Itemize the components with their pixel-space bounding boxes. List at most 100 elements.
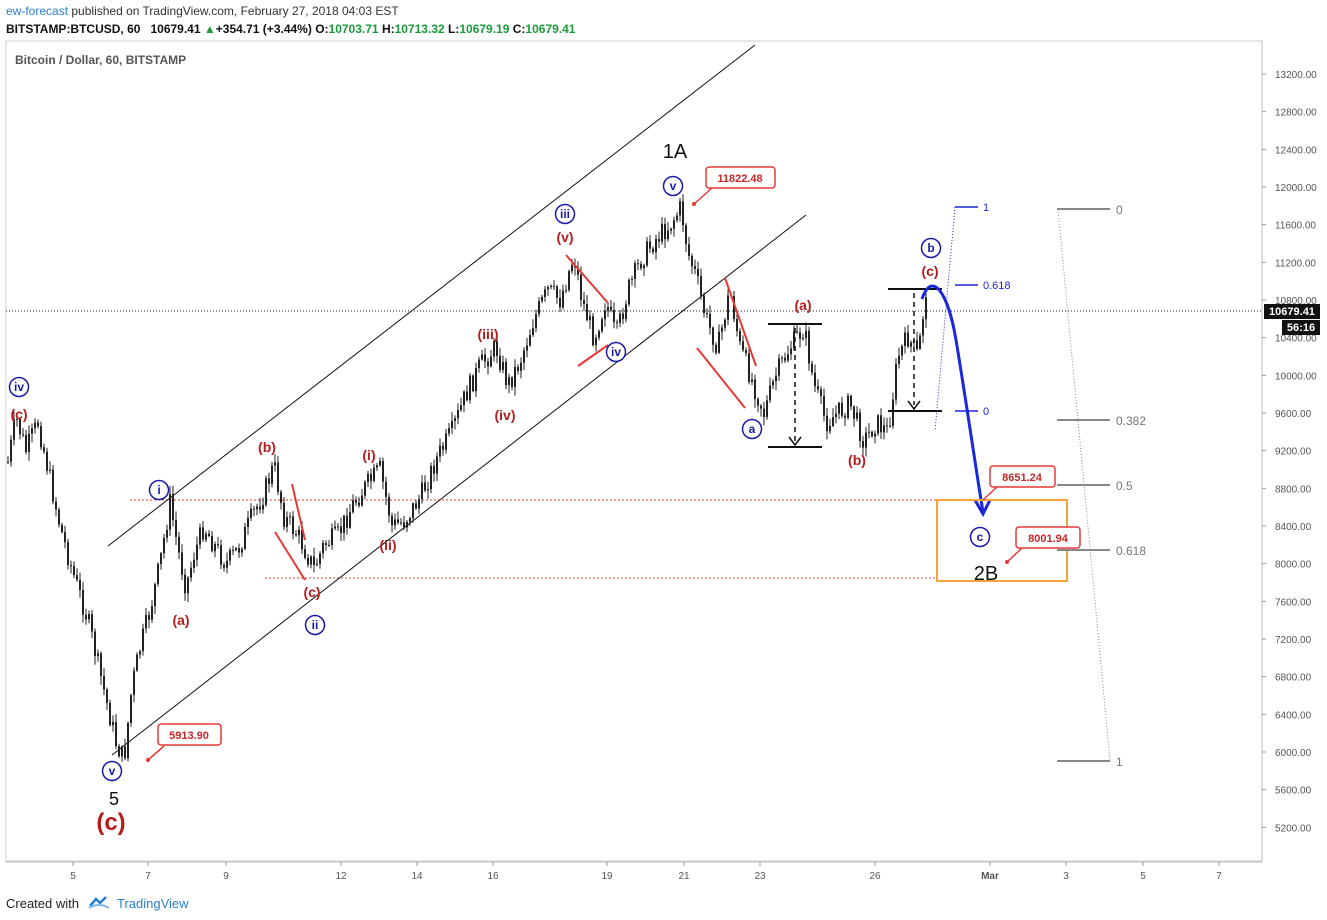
wave-label-minor: (c) — [10, 406, 27, 422]
candle-body — [7, 461, 9, 463]
candle-body — [295, 534, 297, 536]
wave-label-circled[interactable]: v — [101, 760, 123, 782]
candle-body — [145, 615, 147, 629]
wave-marker-line — [696, 347, 746, 409]
wave-label-circled[interactable]: b — [920, 237, 942, 259]
wave-label-circled[interactable]: i — [148, 479, 170, 501]
wave-label-circled[interactable]: c — [969, 526, 991, 548]
candle-body — [37, 422, 39, 427]
price-axis[interactable]: 13200.00 12800.00 12400.00 12000.00 11600.00… — [1262, 70, 1317, 834]
wave-label-primary: 5 — [109, 789, 119, 809]
candle-body — [625, 304, 627, 320]
candle-body — [643, 265, 645, 269]
candle-body — [616, 322, 618, 324]
wave-label-circled[interactable]: iv — [605, 341, 627, 363]
candle-body — [355, 500, 357, 503]
wave-label-circled[interactable]: ii — [304, 614, 326, 636]
candle-body — [775, 375, 777, 382]
price-callout-target-top[interactable]: 8651.24 — [982, 465, 1056, 501]
candle-body — [487, 361, 489, 367]
candle-body — [490, 356, 492, 367]
candle-body — [691, 255, 693, 267]
wave-text: iii — [560, 207, 570, 221]
price-chart[interactable]: Bitcoin / Dollar, 60, BITSTAMP 13200.001… — [0, 40, 1327, 888]
candle-body — [76, 575, 78, 580]
fib-retracement-label: 0.5 — [1116, 479, 1133, 493]
candle-body — [238, 548, 240, 553]
wave-label-minor: (b) — [848, 452, 866, 468]
time-axis[interactable]: 5 7 9 12 14 16 19 21 23 26 Mar 3 5 7 — [70, 862, 1222, 882]
candle-body — [787, 354, 789, 361]
price-callout-low[interactable]: 5913.90 — [146, 723, 222, 762]
candle-body — [94, 631, 96, 657]
channel-upper-line[interactable] — [107, 44, 756, 547]
wave-circle — [101, 760, 123, 782]
symbol-label: BITSTAMP:BTCUSD, 60 — [6, 22, 141, 36]
candle-body — [688, 244, 690, 256]
candle-body — [718, 331, 720, 353]
y-tick-label: 9600.00 — [1275, 409, 1312, 420]
candle-body — [208, 533, 210, 537]
y-tick-label: 5200.00 — [1275, 823, 1312, 834]
wave-label-circled[interactable]: iv — [8, 376, 30, 398]
candle-body — [247, 517, 249, 527]
candle-body — [376, 465, 378, 468]
candle-body — [523, 350, 525, 363]
projection-path[interactable] — [920, 284, 985, 513]
author-link[interactable]: ew-forecast — [6, 4, 69, 18]
candle-body — [154, 584, 156, 607]
measure-arrow-icon — [788, 436, 802, 447]
wave-label-circled[interactable]: v — [662, 175, 684, 197]
x-tick-label: 7 — [145, 871, 151, 882]
fib-extension-label: 1 — [983, 202, 989, 214]
candle-body — [790, 348, 792, 355]
candle-body — [403, 522, 405, 528]
fib-retracement-tool[interactable]: 0 0.382 0.5 0.618 1 — [1057, 203, 1146, 769]
candle-body — [550, 285, 552, 288]
tradingview-link[interactable]: TradingView — [117, 896, 189, 911]
candle-body — [736, 319, 738, 332]
wave-label-minor: (b) — [258, 439, 276, 455]
candle-body — [85, 614, 87, 620]
candle-body — [13, 419, 15, 440]
price-callout-target-bottom[interactable]: 8001.94 — [1005, 526, 1081, 564]
y-tick-label: 8400.00 — [1275, 522, 1312, 533]
candle-body — [175, 520, 177, 537]
candle-body — [142, 628, 144, 652]
channel-lower-line[interactable] — [111, 214, 807, 756]
candle-body — [820, 389, 822, 397]
candle-body — [538, 301, 540, 315]
callout-pointer — [147, 745, 165, 761]
wave-label-circled[interactable]: iii — [554, 203, 576, 225]
candle-body — [613, 309, 615, 323]
candle-body — [742, 341, 744, 350]
candle-body — [634, 263, 636, 279]
candle-body — [442, 445, 444, 450]
callout-value: 8001.94 — [1028, 533, 1069, 545]
x-tick-label: Mar — [981, 871, 999, 882]
candle-body — [211, 536, 213, 552]
callout-box — [1015, 526, 1081, 549]
wave-label-circled[interactable]: a — [741, 418, 763, 440]
wave-text: b — [927, 241, 934, 255]
wave-label-primary: 2B — [974, 563, 998, 585]
candle-body — [286, 517, 288, 527]
candle-body — [724, 319, 726, 328]
candle-body — [898, 355, 900, 364]
measure-tool[interactable] — [768, 288, 942, 448]
candle-body — [784, 357, 786, 361]
candle-body — [220, 545, 222, 565]
current-price-tag[interactable]: 10679.41 56:16 — [1264, 304, 1320, 335]
candle-body — [397, 519, 399, 523]
wave-marker-line — [577, 344, 609, 367]
candle-body — [382, 460, 384, 482]
high-value: 10713.32 — [394, 22, 445, 36]
fib-extension-tool[interactable]: 1 0.618 0 — [934, 202, 1011, 432]
chart-title: Bitcoin / Dollar, 60, BITSTAMP — [15, 53, 186, 67]
candle-body — [22, 434, 24, 436]
price-callout-high[interactable]: 11822.48 — [692, 166, 776, 206]
candle-body — [469, 375, 471, 401]
candle-body — [73, 565, 75, 576]
x-tick-label: 3 — [1063, 871, 1069, 882]
candle-body — [64, 532, 66, 543]
